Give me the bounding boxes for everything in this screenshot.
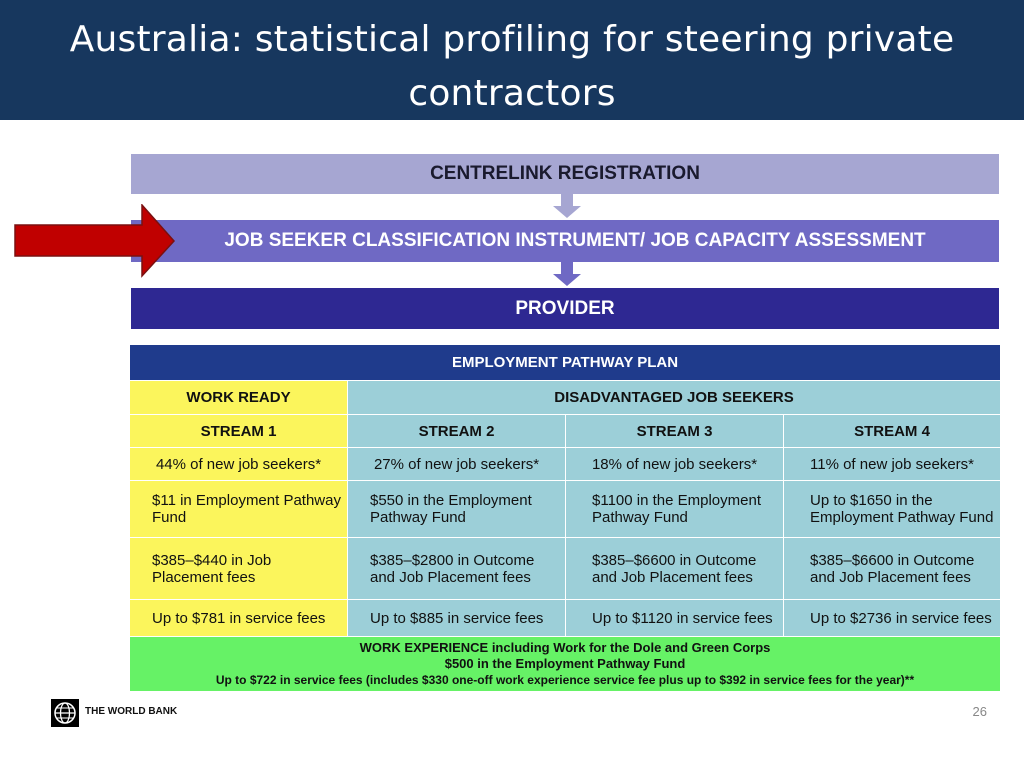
stream-1-header: STREAM 1 [129,414,348,448]
stream-3-fund: $1100 in the Employment Pathway Fund [565,480,784,538]
work-experience-heading-bold: WORK EXPERIENCE [359,640,489,655]
plan-title: EMPLOYMENT PATHWAY PLAN [128,344,1002,381]
page-number: 26 [972,704,987,719]
stream-2-fund: $550 in the Employment Pathway Fund [347,480,566,538]
stream-1-service: Up to $781 in service fees [129,599,348,637]
employment-pathway-plan-table: EMPLOYMENT PATHWAY PLAN WORK READY DISAD… [128,344,1002,692]
stream-4-share: 11% of new job seekers* [782,447,1002,481]
stream-3-header: STREAM 3 [565,414,784,448]
work-ready-header: WORK READY [129,380,348,415]
world-bank-label: THE WORLD BANK [85,706,178,717]
stream-4-header: STREAM 4 [782,414,1002,448]
provider-band: PROVIDER [131,288,999,329]
down-arrow-icon [553,262,581,286]
work-experience-heading: WORK EXPERIENCE including Work for the D… [136,640,994,656]
stream-4-fund: Up to $1650 in the Employment Pathway Fu… [782,480,1002,538]
classification-instrument-band: JOB SEEKER CLASSIFICATION INSTRUMENT/ JO… [131,220,999,262]
stream-2-header: STREAM 2 [347,414,566,448]
work-experience-service: Up to $722 in service fees (includes $33… [215,673,915,687]
stream-3-placement: $385–$6600 in Outcome and Job Placement … [565,537,784,600]
stream-4-service: Up to $2736 in service fees [782,599,1002,637]
stream-3-service: Up to $1120 in service fees [565,599,784,637]
right-arrow-icon [14,204,176,278]
centrelink-registration-band: CENTRELINK REGISTRATION [131,154,999,194]
world-bank-globe-icon [51,699,79,727]
stream-2-placement: $385–$2800 in Outcome and Job Placement … [347,537,566,600]
stream-1-placement: $385–$440 in Job Placement fees [129,537,348,600]
stream-4-placement: $385–$6600 in Outcome and Job Placement … [782,537,1002,600]
title-bar: Australia: statistical profiling for ste… [0,0,1024,120]
down-arrow-icon [553,194,581,218]
work-experience-row: WORK EXPERIENCE including Work for the D… [128,636,1002,692]
work-experience-heading-rest: including Work for the Dole and Green Co… [488,640,771,655]
stream-2-share: 27% of new job seekers* [347,447,566,481]
work-experience-fund: $500 in the Employment Pathway Fund [444,656,686,671]
stream-1-fund: $11 in Employment Pathway Fund [129,480,348,538]
stream-3-share: 18% of new job seekers* [565,447,784,481]
disadvantaged-header: DISADVANTAGED JOB SEEKERS [346,380,1002,415]
slide-title: Australia: statistical profiling for ste… [69,19,955,114]
stream-2-service: Up to $885 in service fees [347,599,566,637]
stream-1-share: 44% of new job seekers* [129,447,348,481]
